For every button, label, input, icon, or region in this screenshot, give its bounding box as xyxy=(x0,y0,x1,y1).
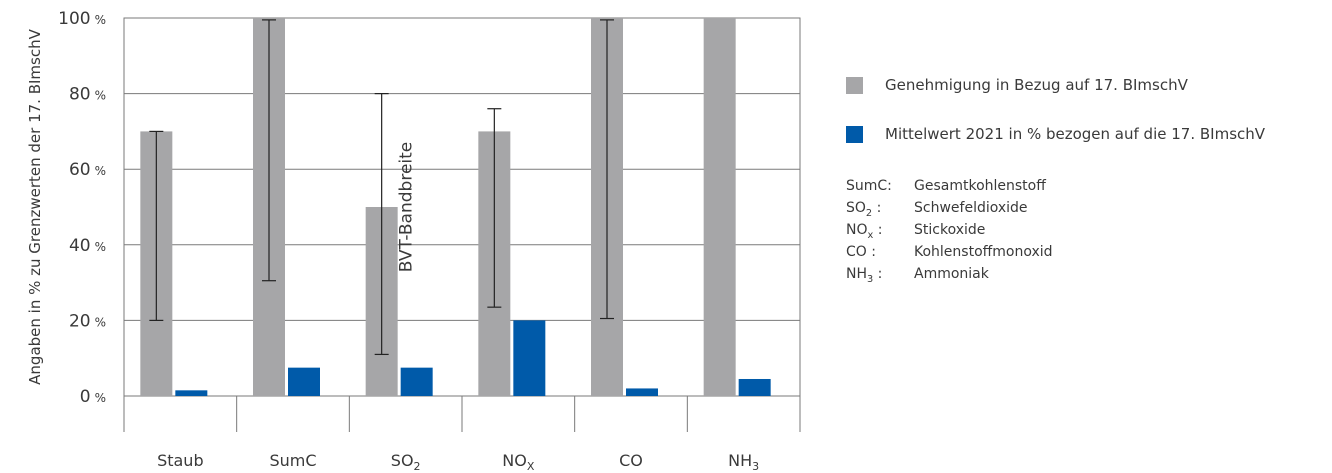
y-tick-label: 100% xyxy=(58,9,106,29)
y-tick-label: 0% xyxy=(80,387,106,407)
legend-item-genehmigung: Genehmigung in Bezug auf 17. BImschV xyxy=(846,76,1188,94)
y-tick-label: 20% xyxy=(69,311,106,331)
abbreviation-key: SO2 : xyxy=(846,200,882,219)
abbreviation-value: Ammoniak xyxy=(914,266,989,282)
abbreviation-sumc: SumC: Gesamtkohlenstoff xyxy=(846,178,1046,194)
abbreviation-key: NOx : xyxy=(846,222,883,241)
legend: Genehmigung in Bezug auf 17. BImschV Mit… xyxy=(846,0,1326,300)
abbreviation-value: Schwefeldioxide xyxy=(914,200,1028,216)
legend-item-mittelwert: Mittelwert 2021 in % bezogen auf die 17.… xyxy=(846,125,1265,143)
x-tick-label: NH3 xyxy=(728,451,759,473)
bar-mittelwert xyxy=(175,390,208,396)
abbreviation-value: Gesamtkohlenstoff xyxy=(914,178,1046,194)
bar-mittelwert xyxy=(738,378,771,396)
abbreviation-co: CO : Kohlenstoffmonoxid xyxy=(846,244,1053,260)
plot-frame xyxy=(123,17,801,397)
bar-genehmigung xyxy=(703,18,736,396)
abbreviation-key: CO : xyxy=(846,244,876,260)
abbreviation-key: SumC: xyxy=(846,178,892,194)
bar-mittelwert xyxy=(513,320,546,396)
x-tick-label: Staub xyxy=(157,451,204,470)
y-tick-label: 40% xyxy=(69,236,106,256)
bar-mittelwert xyxy=(400,367,433,396)
x-tick-label: NOX xyxy=(502,451,535,473)
y-tick-label: 60% xyxy=(69,160,106,180)
y-axis-label: Angaben in % zu Grenzwerten der 17. BIms… xyxy=(26,28,44,384)
bar-chart: 0 % 20 % 40 % 60 % 80 % 100 % Angaben in % zu Grenzw… xyxy=(26,9,801,473)
abbreviation-value: Kohlenstoffmonoxid xyxy=(914,244,1053,260)
abbreviation-so2: SO2 : Schwefeldioxide xyxy=(846,200,1028,219)
abbreviation-key: NH3 : xyxy=(846,266,883,285)
bvt-annotation: BVT-Bandbreite xyxy=(397,142,417,272)
bar-mittelwert xyxy=(626,388,658,396)
legend-label-genehmigung: Genehmigung in Bezug auf 17. BImschV xyxy=(885,76,1188,94)
x-tick-label: SO2 xyxy=(391,451,421,473)
legend-label-mittelwert: Mittelwert 2021 in % bezogen auf die 17.… xyxy=(885,125,1266,143)
abbreviation-value: Stickoxide xyxy=(914,222,986,238)
y-tick-label: 80% xyxy=(69,85,106,105)
abbreviation-nh3: NH3 : Ammoniak xyxy=(846,266,989,285)
legend-swatch-mittelwert xyxy=(846,125,863,143)
legend-swatch-genehmigung xyxy=(846,76,863,94)
abbreviation-nox: NOx : Stickoxide xyxy=(846,222,985,241)
x-tick-label: SumC xyxy=(269,451,316,470)
x-tick-label: CO xyxy=(619,451,643,470)
bar-mittelwert xyxy=(288,367,320,396)
